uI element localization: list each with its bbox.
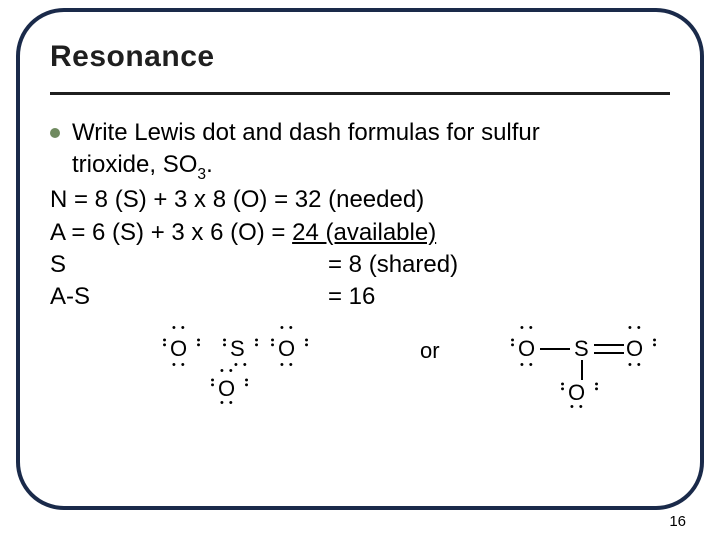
slide-title: Resonance [50,40,670,74]
bullet-line-2: trioxide, SO3. [72,151,213,178]
lp: •• [266,338,277,348]
left-S: S [230,338,245,360]
left-O2: O [278,338,295,360]
as-line: A-S = 16 [50,281,670,313]
slide-frame: Resonance Write Lewis dot and dash formu… [16,8,704,510]
or-label: or [420,340,440,362]
lp: •• [648,338,659,348]
lp: • • [172,360,186,371]
title-underline [50,92,670,95]
slide-content: Write Lewis dot and dash formulas for su… [50,117,670,412]
bullet-line-2b: . [206,151,213,178]
lp: •• [158,338,169,348]
as-line-right: = 16 [328,281,375,313]
lp: • • [234,360,248,371]
lp: • • [280,323,294,334]
lp: •• [300,338,311,348]
bond-S-O3 [581,360,583,380]
bullet-line-2a: trioxide, SO [72,151,197,178]
lp: • • [220,366,234,377]
bullet-text: Write Lewis dot and dash formulas for su… [72,117,540,184]
right-O1: O [518,338,535,360]
bond-S-O2-b [594,352,624,354]
bullet-line-1: Write Lewis dot and dash formulas for su… [72,119,540,146]
a-line-left: A = 6 (S) + 3 x 6 (O) = [50,219,292,246]
bond-S-O1 [540,348,570,350]
s-line-left: S [50,249,328,281]
lp: • • [628,360,642,371]
lp: •• [506,338,517,348]
a-line-right: 24 (available) [292,219,436,246]
s-line: S = 8 (shared) [50,249,670,281]
lp: • • [280,360,294,371]
lp: • • [172,323,186,334]
bond-S-O2-a [594,344,624,346]
lp: •• [250,338,261,348]
structures: O S O O • • • • •• •• •• • • •• • • • • … [50,316,670,412]
n-line: N = 8 (S) + 3 x 8 (O) = 32 (needed) [50,184,670,216]
subscript-3: 3 [197,166,206,183]
lp: •• [206,378,217,388]
right-S: S [574,338,589,360]
lp: • • [628,323,642,334]
lp: •• [218,338,229,348]
lp: •• [590,382,601,392]
lp: • • [520,323,534,334]
as-line-left: A-S [50,281,328,313]
bullet-icon [50,128,60,138]
lp: •• [192,338,203,348]
lp: •• [556,382,567,392]
lp: • • [520,360,534,371]
s-line-right: = 8 (shared) [328,249,458,281]
lp: • • [570,402,584,413]
page-number: 16 [669,513,686,530]
lp: • • [220,398,234,409]
bullet-row: Write Lewis dot and dash formulas for su… [50,117,670,184]
lp: •• [240,378,251,388]
a-line: A = 6 (S) + 3 x 6 (O) = 24 (available) [50,217,670,249]
left-O1: O [170,338,187,360]
right-O2: O [626,338,643,360]
